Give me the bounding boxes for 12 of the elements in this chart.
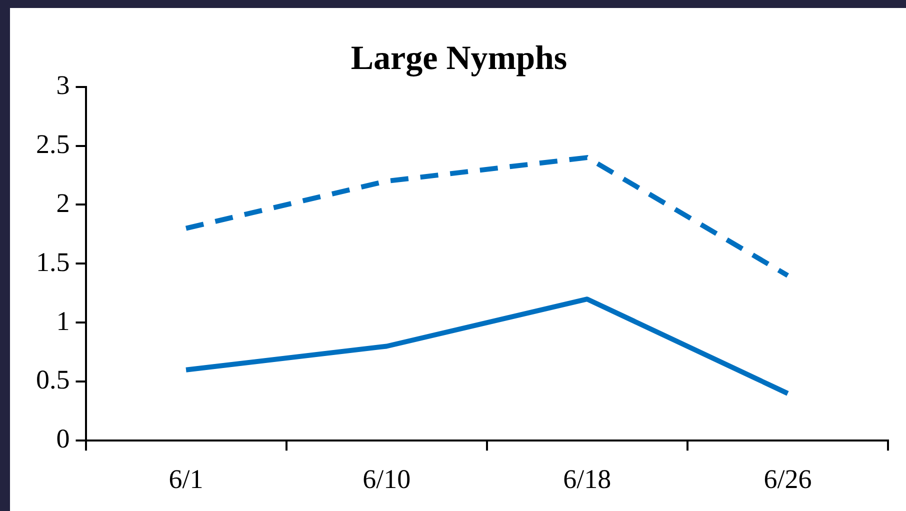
x-tick-label: 6/1 bbox=[168, 464, 204, 494]
y-tick-label: 3 bbox=[56, 70, 70, 100]
x-tick-label: 6/10 bbox=[362, 464, 411, 494]
y-tick-label: 2 bbox=[56, 188, 70, 218]
chart-title: Large Nymphs bbox=[350, 40, 568, 78]
y-tick-label: 1.5 bbox=[36, 246, 70, 277]
y-tick-label: 2.5 bbox=[36, 128, 70, 159]
x-tick-label: 6/18 bbox=[563, 464, 612, 494]
y-tick-label: 1 bbox=[56, 306, 70, 336]
x-tick-label: 6/26 bbox=[764, 464, 812, 494]
y-tick-label: 0 bbox=[56, 424, 70, 454]
y-tick-label: 0.5 bbox=[36, 364, 70, 395]
